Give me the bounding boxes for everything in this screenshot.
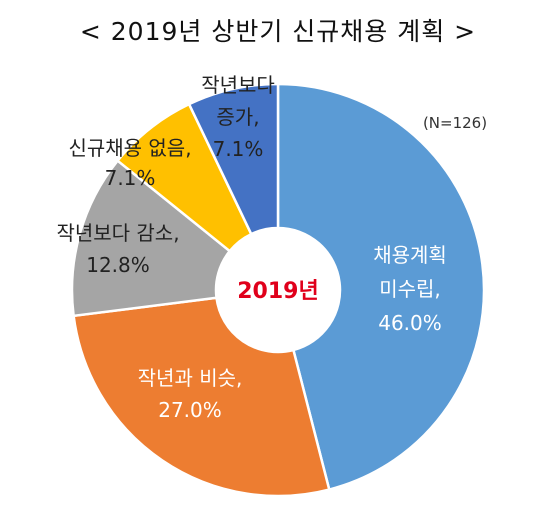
slice-label-line: 작년보다 감소, [56,221,179,245]
slice-label-3: 신규채용 없음, 7.1% [68,136,191,190]
slice-label-line: 채용계획 [373,243,447,267]
center-label: 2019년 [237,279,318,304]
slice-label-line: 46.0% [378,311,442,335]
slice-label-line: 작년보다 [201,73,275,97]
slice-label-line: 신규채용 없음, [68,136,191,160]
slice-label-line: 증가, [216,105,259,129]
donut-hole [216,228,340,352]
slice-label-line: 12.8% [86,253,150,277]
slice-label-line: 미수립, [379,277,441,301]
sample-size-note: (N=126) [423,114,487,132]
slice-label-line: 7.1% [213,137,264,161]
slice-label-line: 작년과 비슷, [138,366,243,390]
slice-label-line: 7.1% [105,166,156,190]
chart-title: < 2019년 상반기 신규채용 계획 > [80,17,476,46]
slice-label-2: 작년보다 감소, 12.8% [56,221,179,277]
slice-label-1: 작년과 비슷, 27.0% [138,366,243,422]
slice-label-line: 27.0% [158,398,222,422]
